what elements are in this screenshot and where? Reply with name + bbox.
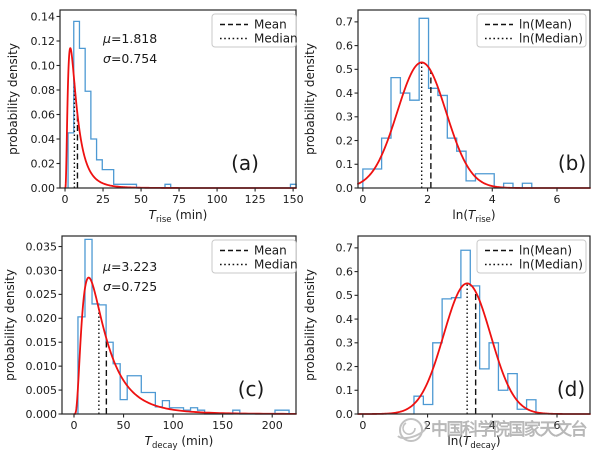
y-tick-label-c: 0.020 — [26, 312, 58, 325]
y-tick-label-b: 0.7 — [336, 16, 354, 29]
y-tick-label-b: 0.4 — [336, 87, 354, 100]
y-tick-label-b: 0.1 — [336, 158, 354, 171]
mu-annotation-a: μ=1.818 — [102, 31, 157, 46]
y-tick-label-a: 0.12 — [31, 35, 56, 48]
sigma-annotation-c: σ=0.725 — [103, 279, 157, 294]
y-tick-label-d: 0.7 — [336, 242, 354, 255]
panel-a: 0 25 50 75 100 125 150 0.00 0.02 0.04 0.06 0.08 0.10… — [6, 9, 304, 225]
x-tick-label-a: 50 — [134, 193, 148, 206]
panel-letter-c: (c) — [238, 377, 265, 401]
y-tick-label-d: 0.0 — [336, 408, 354, 421]
y-axis-label-a: probability density — [6, 43, 20, 155]
panel-c: 0 50 100 150 200 0.000 0.005 0.010 0.015 0.020 0.0… — [3, 235, 298, 451]
axes-spines-b — [357, 9, 591, 189]
legend-d: ln(Mean)ln(Median) — [476, 239, 587, 274]
x-tick-label-d: 2 — [424, 419, 431, 432]
x-tick-label-d: 4 — [489, 419, 496, 432]
x-tick-label-c: 50 — [117, 419, 131, 432]
y-tick-label-a: 0.00 — [31, 182, 56, 195]
legend-label-c: Mean — [254, 244, 287, 258]
x-tick-label-b: 4 — [489, 193, 496, 206]
legend-box-d — [476, 239, 587, 274]
y-tick-label-d: 0.6 — [336, 265, 354, 278]
y-tick-label-b: 0.2 — [336, 134, 354, 147]
y-axis-label-c: probability density — [3, 269, 17, 381]
x-tick-label-c: 0 — [70, 419, 77, 432]
x-tick-label-b: 2 — [424, 193, 431, 206]
y-tick-label-c: 0.015 — [26, 336, 58, 349]
sigma-annotation-a: σ=0.754 — [103, 51, 157, 66]
y-tick-label-b: 0.0 — [336, 182, 354, 195]
legend-b: ln(Mean)ln(Median) — [476, 13, 587, 48]
y-tick-label-c: 0.000 — [26, 408, 58, 421]
x-tick-label-b: 6 — [554, 193, 561, 206]
legend-label-b: ln(Median) — [519, 32, 583, 46]
y-tick-label-c: 0.030 — [26, 264, 58, 277]
legend-label-a: Mean — [254, 18, 287, 32]
panel-b: 0 2 4 6 0.0 0.1 0.2 0.3 0.4 0.5 0.6 0.7 ln(Trise) pro… — [303, 9, 591, 225]
mu-annotation-c: μ=3.223 — [102, 259, 157, 274]
y-tick-label-a: 0.10 — [31, 59, 56, 72]
y-tick-label-b: 0.3 — [336, 111, 354, 124]
fit-curve-a — [64, 47, 297, 189]
x-tick-label-c: 150 — [212, 419, 233, 432]
y-tick-label-d: 0.2 — [336, 360, 354, 373]
legend-label-b: ln(Mean) — [519, 18, 572, 32]
y-tick-label-d: 0.1 — [336, 384, 354, 397]
panel-letter-a: (a) — [231, 151, 259, 175]
x-tick-label-a: 25 — [96, 193, 110, 206]
fit-curve-b — [357, 61, 591, 189]
x-tick-label-a: 0 — [62, 193, 69, 206]
x-tick-label-a: 150 — [283, 193, 304, 206]
panel-d: 0 2 4 6 0.0 0.1 0.2 0.3 0.4 0.5 0.6 0.7 ln(Tdecay) pr… — [303, 235, 591, 451]
y-tick-label-c: 0.005 — [26, 384, 58, 397]
axes-spines-d — [357, 235, 591, 415]
panel-letter-d: (d) — [557, 377, 585, 401]
y-tick-label-c: 0.025 — [26, 288, 58, 301]
panel-letter-b: (b) — [558, 151, 586, 175]
x-axis-label-a: Trise (min) — [149, 208, 208, 225]
y-tick-label-d: 0.4 — [336, 313, 354, 326]
legend-label-a: Median — [254, 32, 298, 46]
y-tick-label-b: 0.5 — [336, 63, 354, 76]
x-tick-label-d: 0 — [359, 419, 366, 432]
y-tick-label-a: 0.08 — [31, 84, 56, 97]
fit-curve-d — [357, 282, 591, 415]
axes-spines-a — [59, 9, 297, 189]
legend-box-b — [476, 13, 587, 48]
histogram-d — [413, 249, 537, 414]
y-tick-label-b: 0.6 — [336, 39, 354, 52]
x-tick-label-b: 0 — [359, 193, 366, 206]
x-axis-label-b: ln(Trise) — [452, 208, 495, 225]
x-axis-label-c: Tdecay (min) — [145, 434, 214, 451]
y-tick-label-a: 0.14 — [31, 10, 56, 23]
legend-label-c: Median — [254, 258, 298, 272]
y-tick-label-a: 0.04 — [31, 133, 56, 146]
y-axis-label-d: probability density — [303, 269, 317, 381]
y-tick-label-a: 0.02 — [31, 157, 56, 170]
x-tick-label-a: 100 — [207, 193, 228, 206]
y-tick-label-d: 0.5 — [336, 289, 354, 302]
x-tick-label-a: 125 — [245, 193, 266, 206]
x-tick-label-a: 75 — [172, 193, 186, 206]
y-tick-label-c: 0.035 — [26, 240, 58, 253]
x-tick-label-d: 6 — [554, 419, 561, 432]
y-axis-label-b: probability density — [303, 43, 317, 155]
x-axis-label-d: ln(Tdecay) — [447, 434, 500, 451]
axes-spines-c — [61, 235, 297, 415]
legend-label-d: ln(Mean) — [519, 244, 572, 258]
y-tick-label-d: 0.3 — [336, 337, 354, 350]
x-tick-label-c: 200 — [262, 419, 283, 432]
y-tick-label-a: 0.06 — [31, 108, 56, 121]
x-tick-label-c: 100 — [163, 419, 184, 432]
legend-label-d: ln(Median) — [519, 258, 583, 272]
y-tick-label-c: 0.010 — [26, 360, 58, 373]
